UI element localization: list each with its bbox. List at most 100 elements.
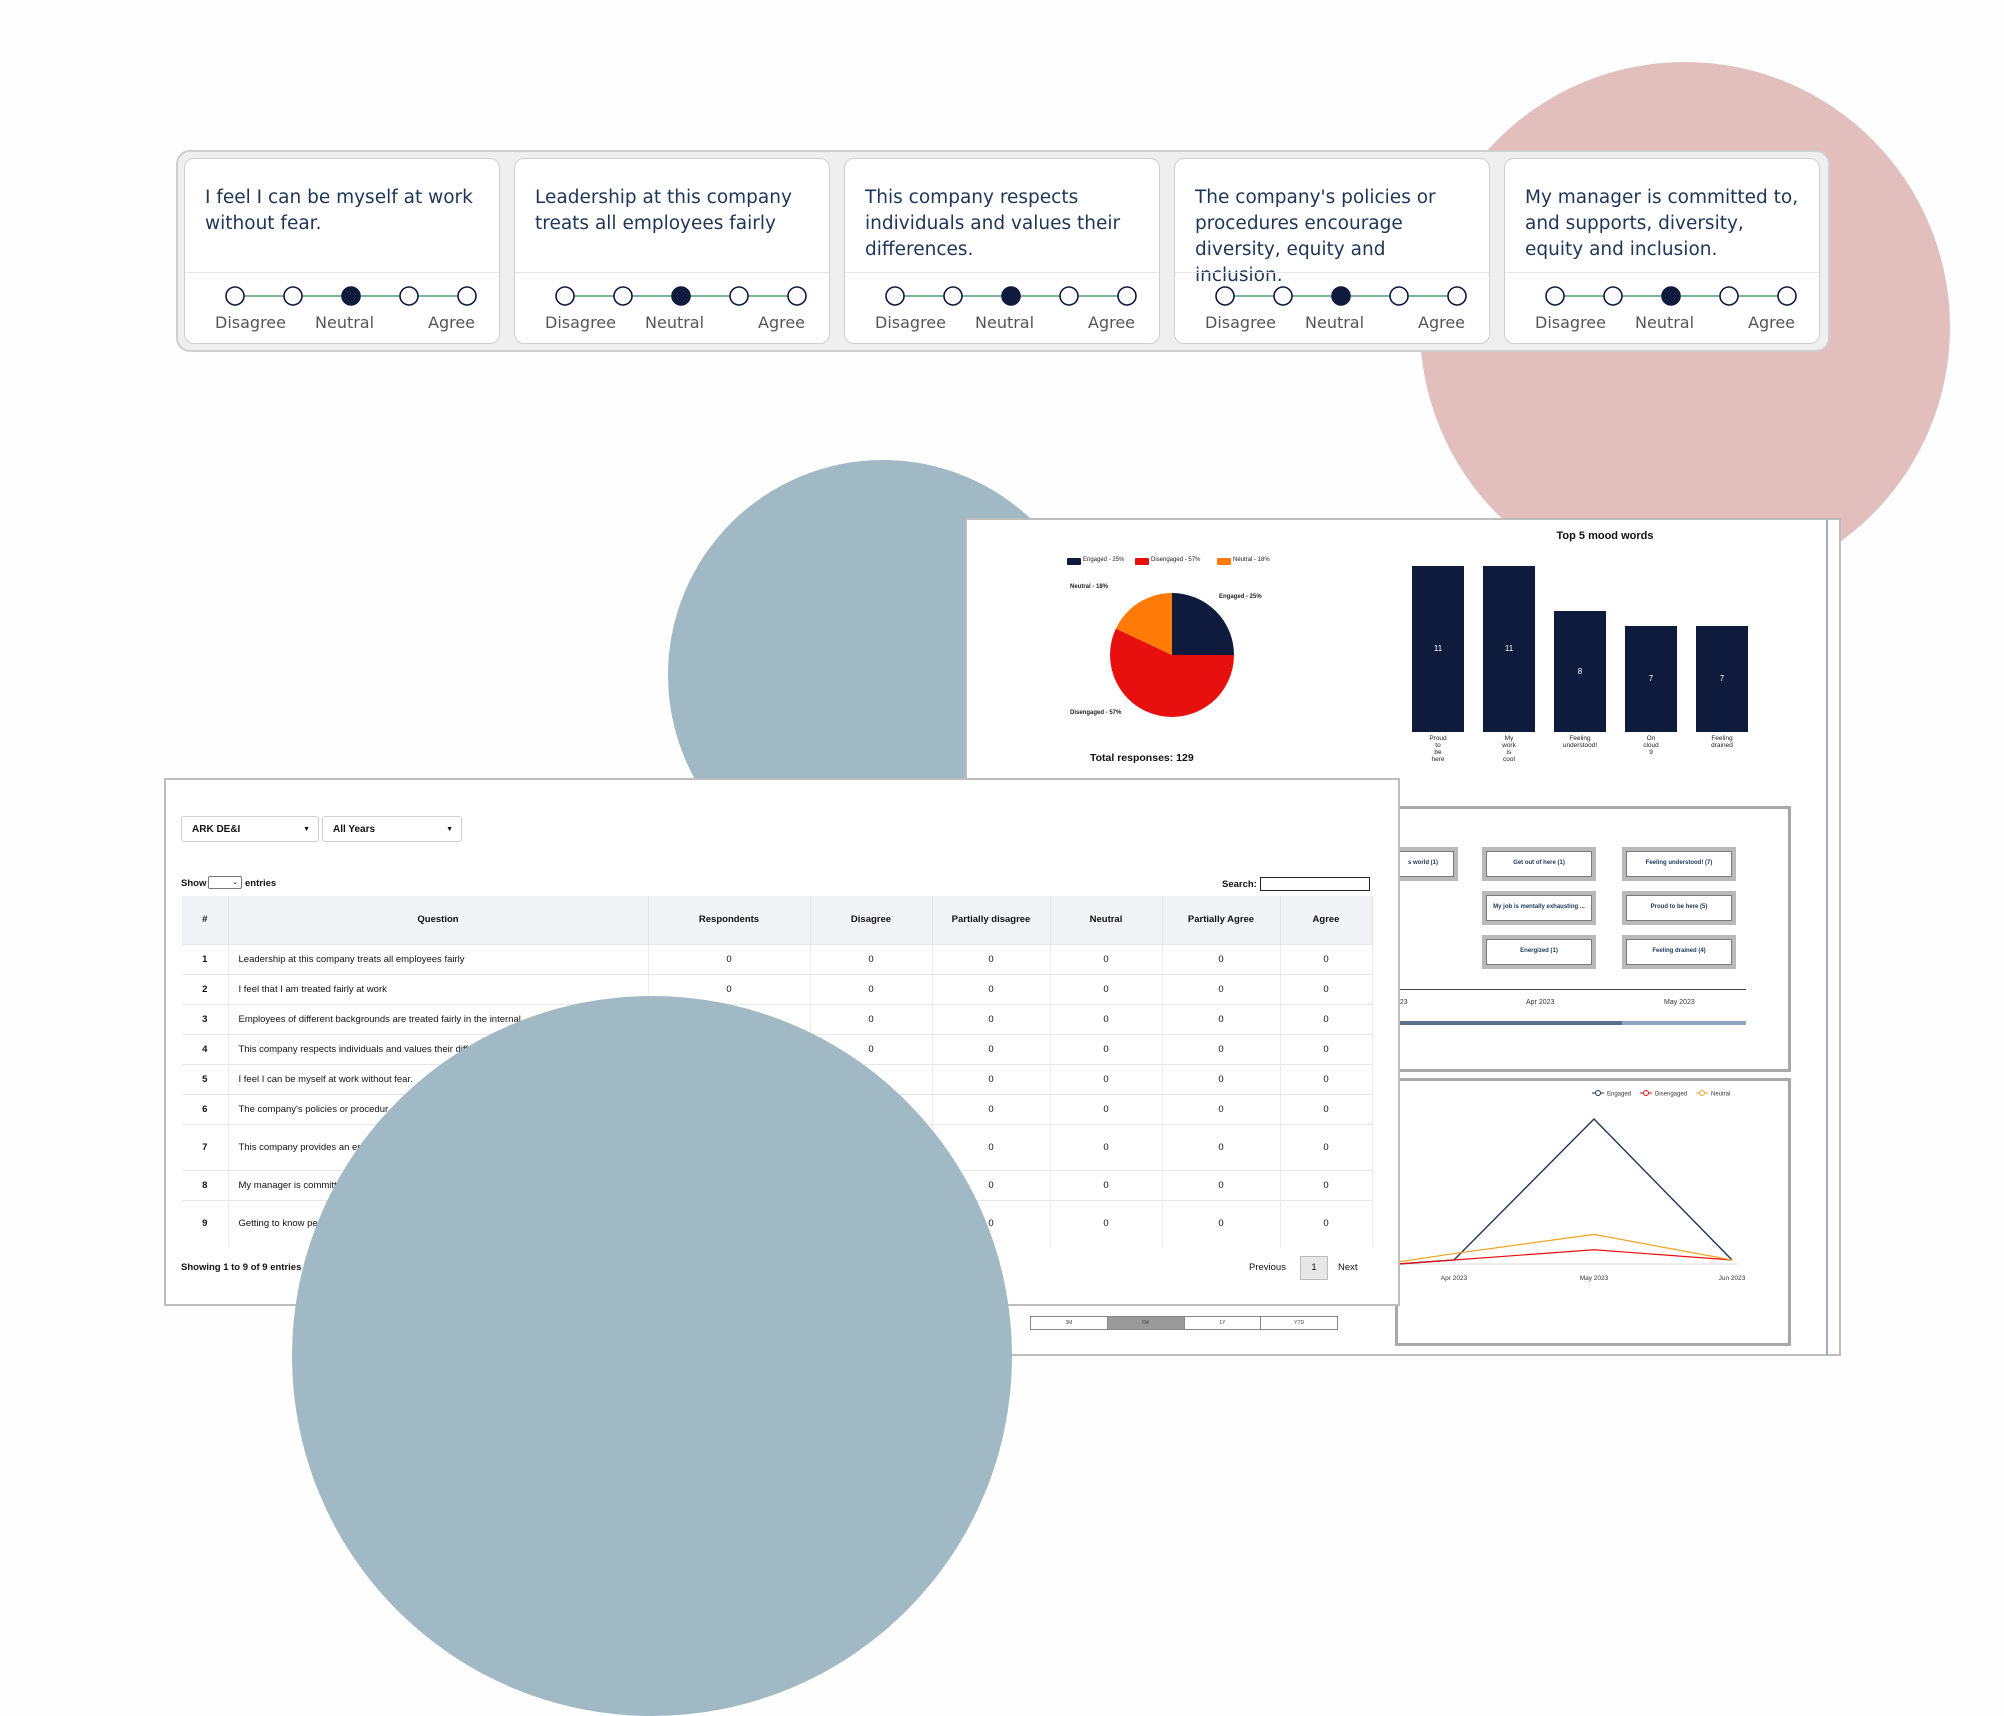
- group-select[interactable]: ARK DE&I ▼: [181, 816, 319, 842]
- card-divider: [1505, 272, 1819, 273]
- mood-bar[interactable]: [1696, 626, 1748, 732]
- likert-scale: Disagree Neutral Agree: [865, 281, 1145, 339]
- count-cell: 0: [1162, 1034, 1281, 1065]
- dropdown-caret-icon: ▼: [446, 826, 453, 833]
- search-input[interactable]: [1260, 877, 1370, 891]
- engagement-trend-panel: Engaged Disengaged Neutral Apr 2023 May 2023…: [1395, 1078, 1791, 1346]
- pie-slice-disengaged[interactable]: [1110, 628, 1234, 717]
- mood-bar[interactable]: [1625, 626, 1677, 732]
- likert-option[interactable]: [1059, 286, 1079, 306]
- likert-option-selected[interactable]: [341, 286, 361, 306]
- previous-page-button[interactable]: Previous: [1249, 1262, 1286, 1273]
- pie-slice-engaged[interactable]: [1172, 593, 1234, 655]
- mood-word-chip[interactable]: Energized (1): [1482, 935, 1596, 969]
- count-cell: 0: [932, 1004, 1051, 1035]
- mood-bar[interactable]: [1554, 611, 1606, 732]
- likert-option[interactable]: [1117, 286, 1137, 306]
- range-3m-button[interactable]: 3M: [1031, 1317, 1108, 1329]
- engagement-line-chart: Engaged Disengaged Neutral Apr 2023 May 2023…: [1398, 1090, 1746, 1282]
- likert-option[interactable]: [1777, 286, 1797, 306]
- count-cell: 0: [932, 974, 1051, 1005]
- mood-bar-value: 7: [1719, 674, 1725, 684]
- likert-option[interactable]: [1447, 286, 1467, 306]
- column-header[interactable]: Agree: [1280, 896, 1373, 945]
- show-label: Show: [181, 878, 207, 889]
- likert-label-mid: Neutral: [1305, 313, 1365, 332]
- pie-label-engaged: Engaged - 25%: [1219, 594, 1262, 600]
- likert-label-right: Agree: [758, 313, 806, 332]
- entries-count-select[interactable]: ⌄: [208, 876, 242, 889]
- likert-option[interactable]: [1273, 286, 1293, 306]
- legend-swatch-neutral: [1217, 558, 1231, 565]
- column-header[interactable]: #: [182, 896, 229, 945]
- likert-option[interactable]: [283, 286, 303, 306]
- likert-option-selected[interactable]: [1661, 286, 1681, 306]
- mood-word-chip[interactable]: Proud to be here (5): [1622, 891, 1736, 925]
- pie-slice-neutral[interactable]: [1115, 593, 1172, 655]
- card-divider: [1175, 272, 1489, 273]
- column-header[interactable]: Respondents: [648, 896, 811, 945]
- column-header[interactable]: Question: [228, 896, 649, 945]
- likert-scale: Disagree Neutral Agree: [205, 281, 485, 339]
- range-6m-button[interactable]: 6M: [1107, 1317, 1185, 1329]
- likert-scale-track: [225, 286, 477, 306]
- count-cell: 0: [932, 1034, 1051, 1065]
- likert-option[interactable]: [1389, 286, 1409, 306]
- column-header[interactable]: Partially Agree: [1162, 896, 1281, 945]
- timeline-range-handle[interactable]: [1398, 1021, 1622, 1025]
- count-cell: 0: [1162, 1064, 1281, 1095]
- row-number-cell: 9: [182, 1200, 229, 1247]
- mood-bar-label: Feeling drained: [1711, 735, 1733, 749]
- likert-option[interactable]: [1215, 286, 1235, 306]
- mood-word-chip[interactable]: Get out of here (1): [1482, 847, 1596, 881]
- mood-bar-label: Proud to be here: [1429, 735, 1447, 763]
- column-header[interactable]: Disagree: [810, 896, 933, 945]
- likert-option[interactable]: [399, 286, 419, 306]
- likert-option[interactable]: [1603, 286, 1623, 306]
- table-row[interactable]: 1 Leadership at this company treats all e…: [182, 944, 1373, 975]
- likert-option[interactable]: [943, 286, 963, 306]
- likert-question-text: My manager is committed to, and supports…: [1525, 187, 1799, 260]
- count-cell: 0: [1050, 1094, 1163, 1125]
- count-cell: 0: [1162, 1094, 1281, 1125]
- range-ytd-button[interactable]: YTD: [1294, 1320, 1305, 1326]
- next-page-button[interactable]: Next: [1338, 1262, 1358, 1273]
- count-cell: 0: [1050, 1200, 1163, 1247]
- timeline-range-track[interactable]: [1622, 1021, 1746, 1025]
- likert-option[interactable]: [885, 286, 905, 306]
- likert-option[interactable]: [729, 286, 749, 306]
- likert-option-selected[interactable]: [671, 286, 691, 306]
- group-select-value: ARK DE&I: [192, 824, 241, 835]
- legend-swatch-disengaged: [1135, 558, 1149, 565]
- trend-line-neutral[interactable]: [1398, 1233, 1733, 1263]
- row-number-cell: 1: [182, 944, 229, 975]
- trend-line-engaged[interactable]: [1398, 1118, 1733, 1265]
- mood-word-chip[interactable]: My job is mentally exhausting ...: [1482, 891, 1596, 925]
- likert-option[interactable]: [1719, 286, 1739, 306]
- mood-bar[interactable]: [1412, 566, 1464, 732]
- count-cell: 0: [1280, 1124, 1373, 1171]
- likert-option[interactable]: [457, 286, 477, 306]
- mood-bar[interactable]: [1483, 566, 1535, 732]
- count-cell: 0: [1162, 944, 1281, 975]
- likert-option-selected[interactable]: [1001, 286, 1021, 306]
- years-select[interactable]: All Years ▼: [322, 816, 462, 842]
- likert-label-mid: Neutral: [645, 313, 705, 332]
- likert-scale: Disagree Neutral Agree: [535, 281, 815, 339]
- likert-option[interactable]: [225, 286, 245, 306]
- column-header[interactable]: Partially disagree: [932, 896, 1051, 945]
- likert-option[interactable]: [1545, 286, 1565, 306]
- likert-scale-track: [885, 286, 1137, 306]
- mood-word-chip[interactable]: Feeling understood! (7): [1622, 847, 1736, 881]
- likert-option[interactable]: [613, 286, 633, 306]
- mood-word-chip[interactable]: Feeling drained (4): [1622, 935, 1736, 969]
- trend-line-disengaged[interactable]: [1398, 1249, 1733, 1265]
- likert-option[interactable]: [555, 286, 575, 306]
- page-1-button[interactable]: 1: [1300, 1256, 1328, 1280]
- likert-option[interactable]: [787, 286, 807, 306]
- likert-option-selected[interactable]: [1331, 286, 1351, 306]
- trend-x-label: Apr 2023: [1441, 1275, 1468, 1282]
- range-1y-button[interactable]: 1Y: [1185, 1317, 1262, 1329]
- column-header[interactable]: Neutral: [1050, 896, 1163, 945]
